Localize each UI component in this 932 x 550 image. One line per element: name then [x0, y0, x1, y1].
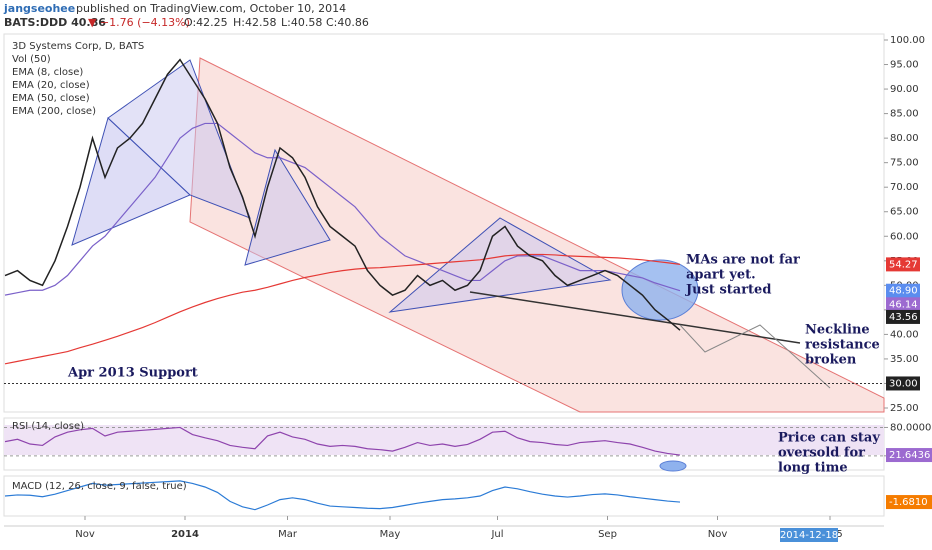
y-tick-label: 35.00: [890, 354, 919, 365]
close: C:40.86: [326, 16, 369, 29]
annotation: Price can stay: [778, 431, 880, 446]
y-tick-label: 65.00: [890, 207, 919, 218]
legend-item: EMA (8, close): [12, 67, 83, 78]
price-label: 30.00: [889, 378, 918, 389]
price-label-box: [886, 376, 920, 391]
value-label: -1.6810: [889, 497, 928, 508]
annotation: broken: [805, 353, 857, 368]
x-tick-label: May: [380, 529, 401, 540]
panel-title: MACD (12, 26, close, 9, false, true): [12, 481, 187, 492]
y-tick-label: 80.0000: [890, 422, 931, 433]
y-tick-label: 25.00: [890, 403, 919, 414]
low: L:40.58: [281, 16, 322, 29]
y-tick-label: 40.00: [890, 329, 919, 340]
annotation: apart yet.: [686, 268, 756, 283]
panel-title: RSI (14, close): [12, 421, 84, 432]
y-tick-label: 70.00: [890, 182, 919, 193]
x-tick-label: Nov: [708, 529, 728, 540]
y-tick-label: 80.00: [890, 133, 919, 144]
line: [4, 253, 681, 365]
x-tick-label: Mar: [278, 529, 298, 540]
published: published on TradingView.com, October 10…: [76, 2, 346, 15]
annotation: Apr 2013 Support: [67, 366, 198, 381]
price-label: 46.14: [889, 299, 918, 310]
price-label: 54.27: [889, 259, 918, 270]
neckline: [469, 291, 801, 344]
price-label: 48.90: [889, 286, 918, 297]
legend-item: Vol (50): [12, 54, 51, 65]
highlight: [659, 460, 687, 472]
value-label-box: [886, 495, 932, 510]
y-tick-label: 75.00: [890, 158, 919, 169]
annotation: long time: [778, 461, 848, 476]
x-tick-label: 2014: [171, 529, 199, 540]
annotation: Just started: [685, 283, 771, 298]
y-tick-label: 60.00: [890, 231, 919, 242]
line: [4, 58, 681, 331]
value-label-box: [886, 448, 932, 463]
x-tick-label: Sep: [598, 529, 617, 540]
price-panel: [3, 33, 885, 413]
legend-item: EMA (50, close): [12, 93, 90, 104]
price-label: 43.56: [889, 312, 918, 323]
y-tick-label: 100.00: [890, 35, 925, 46]
cursor-box: [780, 528, 838, 542]
legend-item: EMA (200, close): [12, 106, 96, 117]
value-label: 21.6436: [889, 450, 930, 461]
x-tick-label: Nov: [75, 529, 95, 540]
change: ▼ −1.76 (−4.13%): [88, 16, 190, 29]
line: [4, 426, 681, 456]
pattern: [244, 148, 331, 266]
projection: [679, 324, 831, 389]
highlight: [621, 259, 699, 321]
macd-panel: [3, 475, 885, 517]
y-tick-label: 85.00: [890, 109, 919, 120]
price-label-box: [886, 257, 920, 272]
annotation: Neckline: [805, 323, 870, 338]
cursor-date: 2014-12-18: [780, 530, 838, 541]
rsi-band: [4, 425, 884, 455]
line: [4, 122, 681, 296]
high: H:42.58: [233, 16, 276, 29]
annotation: oversold for: [778, 446, 865, 461]
annotation: MAs are not far: [686, 253, 800, 268]
x-tick-label: Jul: [490, 529, 503, 540]
legend-item: EMA (20, close): [12, 80, 90, 91]
y-tick-label: 95.00: [890, 60, 919, 71]
price-label-box: [886, 283, 920, 298]
y-tick-label: 90.00: [890, 84, 919, 95]
user[interactable]: jangseohee: [3, 2, 75, 15]
line: [4, 480, 681, 511]
annotation: resistance: [805, 338, 880, 353]
price-label-box: [886, 309, 920, 324]
price-label-box: [886, 297, 920, 312]
open: O:42.25: [184, 16, 228, 29]
panel-title: 3D Systems Corp, D, BATS: [12, 41, 144, 52]
symbol: BATS:DDD 40.86: [4, 16, 106, 29]
